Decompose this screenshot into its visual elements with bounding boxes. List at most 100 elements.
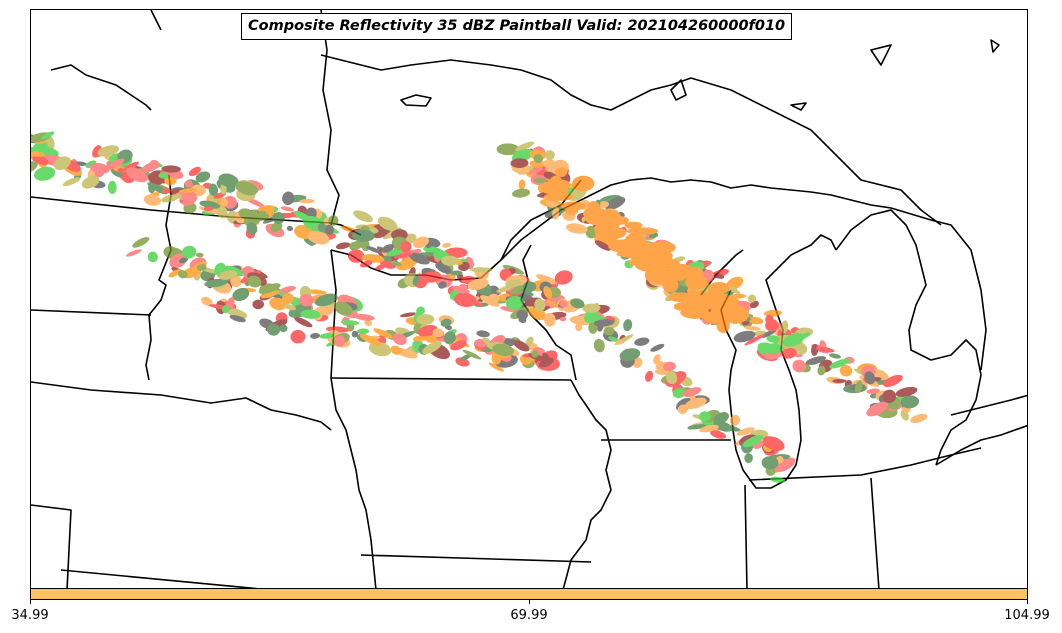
nd-north-border <box>150 10 162 31</box>
reflectivity-paint-blob <box>81 175 100 189</box>
reflectivity-paint-blob <box>653 354 661 365</box>
lake-erie-shore <box>935 424 1027 466</box>
colorbar-tick-min <box>30 600 31 604</box>
reflectivity-paint-blob <box>515 141 535 152</box>
reflectivity-paint-blob <box>279 286 296 293</box>
reflectivity-paint-blob <box>543 193 574 201</box>
reflectivity-paint-blob <box>383 255 392 262</box>
reflectivity-paint-blob <box>258 283 281 294</box>
mn-sd-border <box>330 249 337 379</box>
reflectivity-paint-blob <box>354 313 375 321</box>
reflectivity-paint-blob <box>496 143 520 156</box>
reflectivity-paint-blob <box>97 145 120 157</box>
reflectivity-paint-blob <box>673 302 692 311</box>
reflectivity-paint-blob <box>364 319 372 327</box>
reflectivity-paint-blob <box>587 201 600 213</box>
reflectivity-paint-blob <box>168 269 182 278</box>
reflectivity-paint-blob <box>390 260 402 267</box>
reflectivity-paint-blob <box>694 301 709 309</box>
reflectivity-paint-blob <box>747 316 764 325</box>
reflectivity-paint-blob <box>769 476 786 483</box>
reflectivity-paint-blob <box>699 424 719 433</box>
reflectivity-paint-blob <box>533 154 544 164</box>
reflectivity-paint-blob <box>269 297 287 311</box>
reflectivity-paint-blob <box>392 333 407 346</box>
reflectivity-paint-blob <box>53 156 71 170</box>
reflectivity-paint-blob <box>682 387 702 397</box>
reflectivity-paint-blob <box>204 278 228 288</box>
reflectivity-paint-blob <box>817 365 826 376</box>
reflectivity-paint-blob <box>201 296 213 306</box>
reflectivity-paint-blob <box>107 180 117 194</box>
reflectivity-paint-blob <box>832 378 847 384</box>
reflectivity-paint-blob <box>572 175 595 192</box>
reflectivity-paint-blob <box>393 252 413 259</box>
colorbar <box>30 588 1028 600</box>
reflectivity-paint-blob <box>357 328 370 335</box>
reflectivity-paint-blob <box>729 414 741 426</box>
reflectivity-paint-blob <box>442 242 452 248</box>
reflectivity-paint-blob <box>713 412 730 425</box>
colorbar-tick-mid <box>529 600 530 604</box>
reflectivity-paint-blob <box>31 161 38 174</box>
reflectivity-paint-blob <box>712 272 725 279</box>
reflectivity-paint-blob <box>474 339 486 348</box>
reflectivity-paint-blob <box>149 159 160 170</box>
reflectivity-paint-blob <box>605 215 629 225</box>
reflectivity-paint-blob <box>31 151 45 157</box>
reflectivity-paint-blob <box>247 275 262 288</box>
reflectivity-paint-blob <box>534 177 547 184</box>
reflectivity-paint-blob <box>432 328 444 338</box>
map-panel <box>30 9 1028 589</box>
reflectivity-paint-blob <box>188 166 201 177</box>
reflectivity-paint-blob <box>829 353 841 359</box>
reflectivity-paint-blob <box>199 200 221 209</box>
map-title: Composite Reflectivity 35 dBZ Paintball … <box>241 13 793 40</box>
reflectivity-paint-blob <box>435 262 452 274</box>
reflectivity-paint-blob <box>328 215 339 226</box>
reflectivity-paint-blob <box>883 374 903 387</box>
reflectivity-paint-blob <box>300 309 321 319</box>
reflectivity-paint-blob <box>762 436 785 451</box>
reflectivity-paint-blob <box>335 242 351 250</box>
ia-mo-border <box>360 554 592 563</box>
mn-nd-border <box>145 174 172 381</box>
reflectivity-paint-blob <box>33 166 56 181</box>
lake-michigan-shore <box>720 234 837 489</box>
reflectivity-paint-blob <box>117 167 124 174</box>
reflectivity-paint-blob <box>534 298 546 312</box>
reflectivity-paint-blob <box>280 206 294 212</box>
reflectivity-paint-blob <box>348 249 365 263</box>
ontario-shore <box>950 394 1027 416</box>
reflectivity-paint-blob <box>390 345 402 355</box>
reflectivity-paint-blob <box>476 330 490 338</box>
reflectivity-paint-blob <box>547 300 560 308</box>
reflectivity-paint-blob <box>232 287 250 302</box>
reflectivity-paint-blob <box>230 275 242 288</box>
reflectivity-paint-blob <box>510 158 529 169</box>
reflectivity-paint-blob <box>650 343 665 352</box>
reflectivity-paint-blob <box>663 361 676 372</box>
reflectivity-paint-blob <box>552 206 560 220</box>
reflectivity-paint-blob <box>536 274 558 285</box>
reflectivity-paint-blob <box>665 371 678 385</box>
reflectivity-paint-blob <box>267 323 281 336</box>
reflectivity-paint-blob <box>684 397 707 410</box>
reflectivity-paint-blob <box>570 202 586 210</box>
reflectivity-paint-blob <box>555 167 568 178</box>
reflectivity-paint-blob <box>525 336 534 348</box>
lake-of-the-woods <box>50 64 152 111</box>
reflectivity-paint-blob <box>512 188 531 198</box>
reflectivity-paint-blob <box>593 319 615 327</box>
reflectivity-paint-blob <box>460 353 472 361</box>
reflectivity-paint-blob <box>218 173 239 188</box>
reflectivity-paint-blob <box>492 343 514 357</box>
reflectivity-paint-layer <box>31 131 928 483</box>
reflectivity-paint-blob <box>672 388 686 399</box>
reflectivity-paint-blob <box>505 279 522 288</box>
reflectivity-paint-blob <box>521 288 534 296</box>
reflectivity-paint-blob <box>286 225 293 232</box>
reflectivity-paint-blob <box>103 158 125 172</box>
reflectivity-paint-blob <box>450 270 463 276</box>
map-canvas <box>31 10 1027 588</box>
